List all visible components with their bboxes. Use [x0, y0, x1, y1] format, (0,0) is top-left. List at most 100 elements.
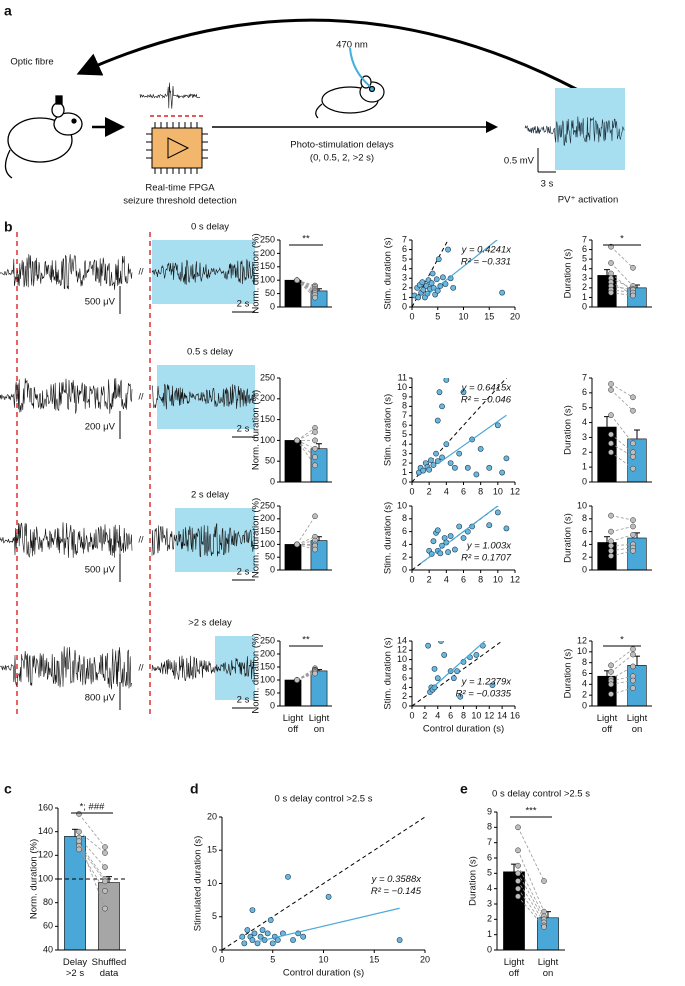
bar	[284, 440, 302, 483]
fit-line	[427, 240, 498, 296]
x-tick-label: Light off	[283, 713, 304, 735]
y-tick-label: 50	[265, 456, 275, 466]
pair-line	[517, 880, 545, 923]
data-point	[630, 264, 636, 271]
x-axis-label: Control duration (s)	[423, 724, 504, 735]
data-point	[608, 528, 614, 535]
y-tick-label: 0	[402, 700, 407, 710]
x-tick-label: 12	[484, 710, 494, 720]
y-tick-label: 0	[270, 476, 275, 486]
y-tick-label: 1	[402, 292, 407, 302]
data-point	[434, 527, 441, 534]
data-point	[102, 850, 108, 856]
pair-line	[296, 279, 316, 292]
fit-r2: R² = −0.145	[371, 886, 422, 897]
data-point	[435, 256, 442, 263]
panel-label: a	[4, 3, 12, 19]
feedback-arrow	[76, 18, 579, 92]
plot-area	[412, 378, 510, 482]
x-tick-label: 14	[497, 710, 507, 720]
x-tick-label: 0	[409, 574, 414, 584]
data-point	[608, 681, 614, 688]
pair-line	[610, 281, 634, 295]
y-tick-label: 150	[260, 261, 275, 271]
x-tick-label: 8	[461, 710, 466, 720]
break-mark: //	[138, 662, 144, 672]
y-tick-label: 4	[487, 883, 492, 893]
y-axis-label: Duration (s)	[563, 649, 574, 699]
y-tick-label: 3	[582, 432, 587, 442]
y-tick-label: 1	[582, 462, 587, 472]
bar	[310, 670, 328, 707]
scale-label: 2 s	[237, 424, 250, 435]
data-point	[434, 417, 441, 424]
plot-area	[412, 641, 503, 706]
x-tick-label: 6	[448, 710, 453, 720]
x-tick-label: 10	[458, 311, 468, 321]
pair-line	[296, 279, 316, 286]
y-tick-label: 100	[38, 873, 53, 883]
annotation: PV⁺ activation	[558, 195, 618, 206]
y-tick-label: 100	[260, 674, 275, 684]
pair-line	[296, 279, 316, 296]
data-point	[630, 523, 636, 530]
y-tick-label: 2	[582, 552, 587, 562]
data-point	[274, 937, 281, 943]
significance-label: **	[302, 234, 310, 245]
pair-line	[296, 536, 316, 545]
data-point	[608, 260, 614, 266]
break-mark: //	[138, 266, 144, 276]
data-point	[464, 464, 471, 471]
pair-line	[610, 389, 634, 411]
fit-line	[420, 506, 499, 565]
pair-line	[610, 687, 634, 695]
y-axis-label: Duration (s)	[563, 249, 574, 299]
x-tick-label: Delay >2 s	[63, 957, 88, 979]
pair-line	[610, 285, 634, 291]
y-tick-label: 10	[397, 654, 407, 664]
data-point	[433, 450, 439, 457]
data-point	[630, 547, 636, 554]
data-point	[396, 937, 403, 943]
data-point	[515, 862, 521, 869]
y-tick-label: 200	[260, 648, 275, 658]
data-point	[436, 389, 443, 396]
y-tick-label: 6	[402, 244, 407, 254]
pair-line	[296, 667, 316, 681]
pair-line	[610, 443, 634, 458]
break-mark: //	[138, 534, 144, 544]
data-point	[450, 675, 457, 682]
data-point	[312, 462, 318, 469]
y-tick-label: 50	[265, 687, 275, 697]
y-tick-label: 6	[402, 673, 407, 683]
data-point	[425, 642, 431, 649]
data-point	[494, 422, 501, 429]
panel-label: e	[460, 781, 468, 797]
y-tick-label: 1	[487, 929, 492, 939]
y-tick-label: 200	[260, 248, 275, 258]
pair-line	[78, 813, 106, 848]
data-point	[433, 276, 440, 283]
pair-line	[610, 277, 634, 290]
y-axis-label: Stimulated duration (s)	[193, 836, 204, 932]
x-tick-label: 20	[510, 311, 520, 321]
pair-line	[296, 431, 316, 441]
x-tick-label: 10	[493, 574, 503, 584]
data-point	[259, 927, 266, 933]
y-tick-label: 4	[402, 539, 407, 549]
pair-line	[610, 534, 634, 542]
identity-line	[412, 378, 508, 482]
data-point	[608, 440, 614, 447]
pair-line	[296, 279, 316, 288]
x-tick-label: 8	[478, 574, 483, 584]
fit-r2: R² = 0.1707	[461, 553, 512, 564]
data-point	[415, 294, 422, 301]
data-point	[312, 546, 318, 553]
y-tick-label: 0	[582, 476, 587, 486]
y-tick-label: 0	[270, 700, 275, 710]
panel-label: b	[4, 219, 13, 235]
x-tick-label: 5	[270, 954, 275, 964]
pair-line	[610, 547, 634, 552]
data-point	[630, 440, 636, 447]
fpga-chip	[146, 115, 208, 174]
